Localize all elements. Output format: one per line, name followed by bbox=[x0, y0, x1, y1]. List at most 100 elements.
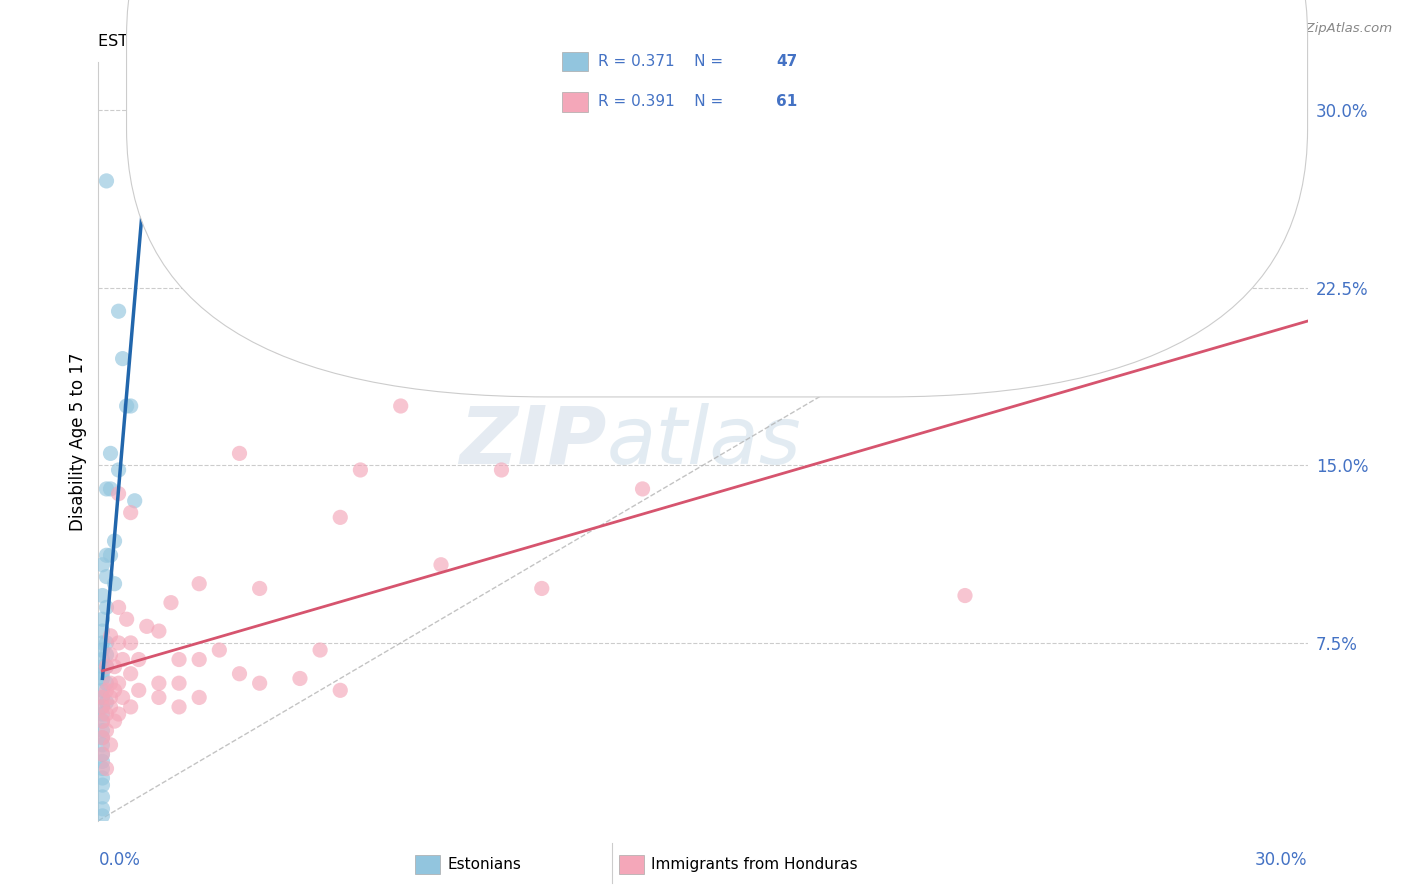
Text: ESTONIAN VS IMMIGRANTS FROM HONDURAS DISABILITY AGE 5 TO 17 CORRELATION CHART: ESTONIAN VS IMMIGRANTS FROM HONDURAS DIS… bbox=[98, 34, 844, 49]
Point bbox=[188, 576, 211, 591]
Point bbox=[430, 558, 453, 572]
Point bbox=[96, 659, 118, 673]
Point bbox=[91, 755, 114, 769]
Point bbox=[120, 636, 142, 650]
Point bbox=[128, 683, 150, 698]
Point bbox=[288, 672, 311, 686]
Point bbox=[100, 648, 122, 662]
Point bbox=[135, 619, 157, 633]
Point bbox=[107, 486, 129, 500]
Point bbox=[91, 699, 114, 714]
Text: R = 0.371    N =: R = 0.371 N = bbox=[598, 54, 727, 69]
Point bbox=[96, 548, 118, 563]
Point bbox=[148, 690, 170, 705]
Point bbox=[91, 659, 114, 673]
Point bbox=[148, 676, 170, 690]
Point bbox=[530, 582, 553, 596]
Point bbox=[91, 636, 114, 650]
Point bbox=[120, 666, 142, 681]
Point bbox=[96, 706, 118, 721]
Point bbox=[228, 446, 250, 460]
Point bbox=[91, 558, 114, 572]
Point bbox=[91, 624, 114, 639]
Point bbox=[96, 762, 118, 776]
Point bbox=[188, 652, 211, 666]
Point bbox=[91, 747, 114, 762]
Point bbox=[91, 683, 114, 698]
Text: atlas: atlas bbox=[606, 402, 801, 481]
Point bbox=[228, 666, 250, 681]
Point bbox=[91, 690, 114, 705]
Point bbox=[103, 683, 125, 698]
Text: ZIP: ZIP bbox=[458, 402, 606, 481]
Text: R = 0.391    N =: R = 0.391 N = bbox=[598, 95, 728, 109]
Point bbox=[249, 676, 271, 690]
Point bbox=[107, 706, 129, 721]
Point bbox=[91, 643, 114, 657]
Point bbox=[249, 582, 271, 596]
Point bbox=[91, 731, 114, 745]
Point bbox=[96, 600, 118, 615]
Point bbox=[96, 695, 118, 709]
Point bbox=[91, 714, 114, 728]
Point bbox=[91, 706, 114, 721]
Point bbox=[120, 699, 142, 714]
Y-axis label: Disability Age 5 to 17: Disability Age 5 to 17 bbox=[69, 352, 87, 531]
Point bbox=[91, 762, 114, 776]
Point bbox=[349, 463, 371, 477]
Point bbox=[91, 802, 114, 816]
Text: Immigrants from Honduras: Immigrants from Honduras bbox=[651, 857, 858, 871]
Text: 30.0%: 30.0% bbox=[1256, 851, 1308, 869]
Point bbox=[120, 506, 142, 520]
Point bbox=[953, 589, 976, 603]
Point bbox=[91, 738, 114, 752]
Point bbox=[103, 534, 125, 549]
Point bbox=[91, 723, 114, 738]
Point bbox=[100, 738, 122, 752]
Point bbox=[103, 576, 125, 591]
Point bbox=[107, 463, 129, 477]
Point bbox=[631, 482, 654, 496]
Point bbox=[91, 666, 114, 681]
Point bbox=[100, 446, 122, 460]
Point bbox=[96, 676, 118, 690]
Point bbox=[120, 399, 142, 413]
Point bbox=[389, 399, 412, 413]
Point bbox=[167, 699, 190, 714]
Point bbox=[91, 771, 114, 785]
Point bbox=[96, 482, 118, 496]
Point bbox=[111, 690, 134, 705]
Point bbox=[96, 174, 118, 188]
Text: Source: ZipAtlas.com: Source: ZipAtlas.com bbox=[1251, 22, 1392, 36]
Point bbox=[96, 636, 118, 650]
Point bbox=[491, 463, 513, 477]
Point bbox=[115, 399, 138, 413]
Point bbox=[100, 690, 122, 705]
Point bbox=[107, 636, 129, 650]
Point bbox=[91, 699, 114, 714]
Point bbox=[208, 643, 231, 657]
Point bbox=[124, 493, 146, 508]
Point bbox=[96, 648, 118, 662]
Point bbox=[167, 676, 190, 690]
Point bbox=[91, 612, 114, 626]
Point bbox=[160, 596, 183, 610]
Point bbox=[91, 789, 114, 804]
Point bbox=[96, 723, 118, 738]
Point bbox=[107, 304, 129, 318]
Point bbox=[100, 482, 122, 496]
Point bbox=[103, 659, 125, 673]
Point bbox=[107, 676, 129, 690]
Point bbox=[111, 652, 134, 666]
Text: 0.0%: 0.0% bbox=[98, 851, 141, 869]
Point bbox=[100, 699, 122, 714]
Point bbox=[96, 683, 118, 698]
Point bbox=[128, 652, 150, 666]
Point bbox=[100, 629, 122, 643]
Point bbox=[91, 731, 114, 745]
Point bbox=[111, 351, 134, 366]
Point bbox=[100, 548, 122, 563]
Point bbox=[91, 690, 114, 705]
Point bbox=[107, 600, 129, 615]
Point bbox=[96, 659, 118, 673]
